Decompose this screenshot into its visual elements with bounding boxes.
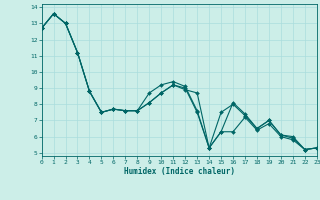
X-axis label: Humidex (Indice chaleur): Humidex (Indice chaleur) bbox=[124, 167, 235, 176]
